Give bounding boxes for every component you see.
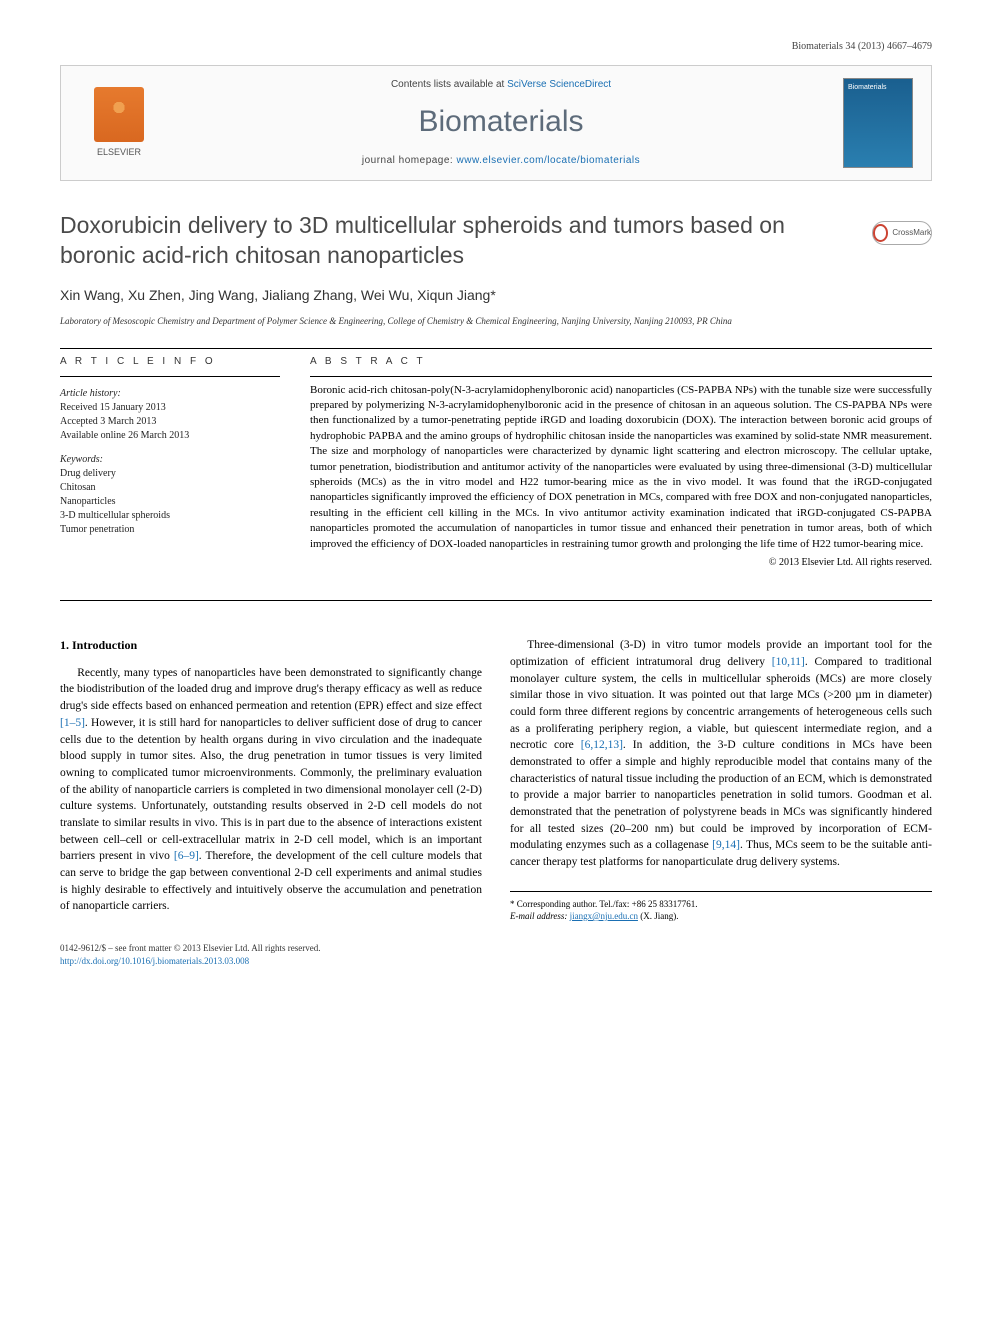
journal-cover-thumb xyxy=(843,78,913,168)
publisher-label: ELSEVIER xyxy=(97,146,141,159)
citation-ref[interactable]: [6,12,13] xyxy=(581,739,623,751)
page-footer: 0142-9612/$ – see front matter © 2013 El… xyxy=(60,942,932,967)
homepage-link[interactable]: www.elsevier.com/locate/biomaterials xyxy=(457,155,641,166)
body-text: . However, it is still hard for nanopart… xyxy=(60,717,482,862)
body-columns: 1. Introduction Recently, many types of … xyxy=(60,637,932,922)
body-paragraph: Recently, many types of nanoparticles ha… xyxy=(60,665,482,915)
history-received: Received 15 January 2013 xyxy=(60,401,280,415)
citation-ref[interactable]: [10,11] xyxy=(772,656,805,668)
article-info-label: A R T I C L E I N F O xyxy=(60,355,280,370)
abstract-label: A B S T R A C T xyxy=(310,355,932,370)
history-accepted: Accepted 3 March 2013 xyxy=(60,415,280,429)
keyword: 3-D multicellular spheroids xyxy=(60,509,280,523)
divider xyxy=(60,600,932,601)
body-text: . Compared to traditional monolayer cult… xyxy=(510,656,932,751)
issn-line: 0142-9612/$ – see front matter © 2013 El… xyxy=(60,942,932,955)
elsevier-tree-icon xyxy=(94,87,144,142)
corresponding-author-footnote: * Corresponding author. Tel./fax: +86 25… xyxy=(510,891,932,922)
divider xyxy=(310,376,932,377)
divider xyxy=(60,348,932,349)
publisher-logo-block: ELSEVIER xyxy=(79,87,159,159)
article-title-text: Doxorubicin delivery to 3D multicellular… xyxy=(60,212,785,268)
abstract-column: A B S T R A C T Boronic acid-rich chitos… xyxy=(310,355,932,570)
keywords-block: Keywords: Drug delivery Chitosan Nanopar… xyxy=(60,453,280,537)
body-paragraph: Three-dimensional (3-D) in vitro tumor m… xyxy=(510,637,932,870)
abstract-copyright: © 2013 Elsevier Ltd. All rights reserved… xyxy=(310,556,932,571)
running-header: Biomaterials 34 (2013) 4667–4679 xyxy=(60,40,932,55)
contents-line: Contents lists available at SciVerse Sci… xyxy=(159,78,843,93)
history-label: Article history: xyxy=(60,387,280,401)
sciencedirect-link[interactable]: SciVerse ScienceDirect xyxy=(507,79,611,90)
divider xyxy=(60,376,280,377)
journal-banner: ELSEVIER Contents lists available at Sci… xyxy=(60,65,932,182)
homepage-prefix: journal homepage: xyxy=(362,155,457,166)
history-block: Article history: Received 15 January 201… xyxy=(60,387,280,443)
contents-prefix: Contents lists available at xyxy=(391,79,507,90)
email-suffix: (X. Jiang). xyxy=(638,911,679,921)
citation-ref[interactable]: [6–9] xyxy=(174,850,199,862)
info-abstract-row: A R T I C L E I N F O Article history: R… xyxy=(60,355,932,570)
citation-ref[interactable]: [1–5] xyxy=(60,717,85,729)
keywords-label: Keywords: xyxy=(60,453,280,467)
crossmark-badge[interactable]: CrossMark xyxy=(872,221,932,245)
article-info-column: A R T I C L E I N F O Article history: R… xyxy=(60,355,280,570)
keyword: Chitosan xyxy=(60,481,280,495)
keyword: Drug delivery xyxy=(60,467,280,481)
body-text: Recently, many types of nanoparticles ha… xyxy=(60,667,482,712)
doi-link[interactable]: http://dx.doi.org/10.1016/j.biomaterials… xyxy=(60,956,249,966)
citation-ref[interactable]: [9,14] xyxy=(712,839,740,851)
email-line: E-mail address: jiangx@nju.edu.cn (X. Ji… xyxy=(510,910,932,922)
history-available: Available online 26 March 2013 xyxy=(60,429,280,443)
corresponding-author: * Corresponding author. Tel./fax: +86 25… xyxy=(510,898,932,910)
email-label: E-mail address: xyxy=(510,911,570,921)
journal-title: Biomaterials xyxy=(159,100,843,144)
section-heading: 1. Introduction xyxy=(60,637,482,654)
abstract-text: Boronic acid-rich chitosan-poly(N-3-acry… xyxy=(310,383,932,552)
homepage-line: journal homepage: www.elsevier.com/locat… xyxy=(159,154,843,169)
body-text: . In addition, the 3-D culture condition… xyxy=(510,739,932,851)
keyword: Tumor penetration xyxy=(60,523,280,537)
article-title: Doxorubicin delivery to 3D multicellular… xyxy=(60,211,932,271)
banner-center: Contents lists available at SciVerse Sci… xyxy=(159,78,843,169)
email-link[interactable]: jiangx@nju.edu.cn xyxy=(570,911,638,921)
affiliation: Laboratory of Mesoscopic Chemistry and D… xyxy=(60,315,932,328)
keyword: Nanoparticles xyxy=(60,495,280,509)
authors-line: Xin Wang, Xu Zhen, Jing Wang, Jialiang Z… xyxy=(60,285,932,305)
